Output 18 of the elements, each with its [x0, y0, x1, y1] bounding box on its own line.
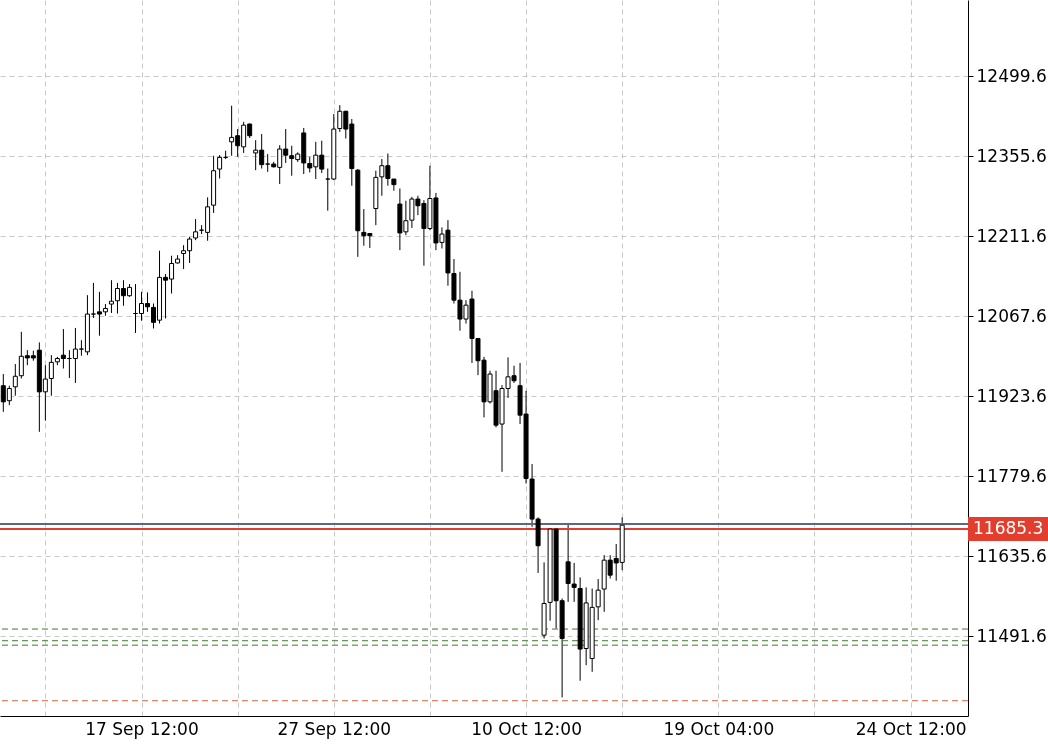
candlestick — [12, 363, 18, 397]
x-tick-label: 10 Oct 12:00 — [471, 718, 582, 739]
x-tick-label: 24 Oct 12:00 — [855, 718, 967, 739]
x-tick-label: 19 Oct 04:00 — [663, 718, 775, 739]
y-tick-label: 11491.6 — [976, 626, 1047, 646]
y-tick-label: 12355.6 — [976, 146, 1047, 166]
x-tick-label: 17 Sep 12:00 — [85, 718, 199, 739]
candlestick — [217, 154, 223, 179]
y-tick-label: 11923.6 — [976, 386, 1047, 406]
y-tick-label: 12067.6 — [976, 306, 1047, 326]
ref-line-label: 11685.3 — [973, 517, 1044, 538]
candlestick — [595, 578, 601, 621]
y-tick-label: 12211.6 — [976, 226, 1047, 246]
candlestick — [108, 279, 114, 314]
x-tick-label: 27 Sep 12:00 — [277, 718, 392, 739]
y-tick-label: 12499.6 — [976, 66, 1047, 86]
y-tick-label: 11635.6 — [976, 546, 1047, 566]
y-tick-label: 11779.6 — [976, 466, 1047, 486]
